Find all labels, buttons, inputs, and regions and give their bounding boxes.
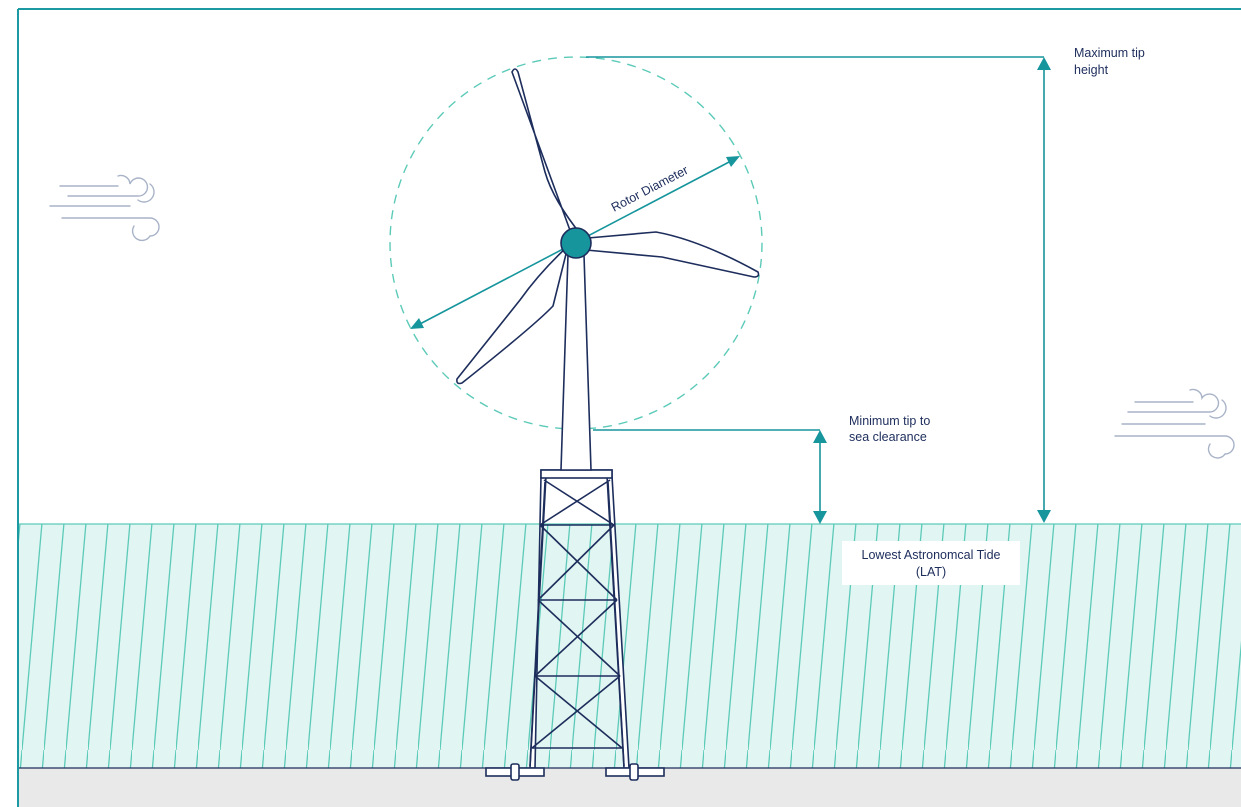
turbine-hub — [560, 227, 592, 259]
turbine-tower — [560, 254, 592, 471]
sea-hatching — [18, 524, 1241, 768]
turbine-blades — [456, 68, 760, 385]
max-tip-label-line2: height — [1074, 63, 1109, 77]
wind-gust-icon-left — [49, 174, 160, 242]
min-tip-clearance-arrow — [813, 430, 827, 524]
blade-top — [511, 68, 583, 237]
min-tip-label-line1: Minimum tip to — [849, 414, 930, 428]
max-tip-label-line1: Maximum tip — [1074, 46, 1145, 60]
blade-lower-left — [456, 245, 569, 385]
lat-label-line1: Lowest Astronomcal Tide — [862, 548, 1001, 562]
min-tip-label-line2: sea clearance — [849, 430, 927, 444]
blade-right — [585, 231, 760, 278]
wind-gust-icon-right — [1114, 388, 1235, 459]
jacket-foundation — [485, 469, 665, 781]
lat-label-box — [842, 541, 1020, 585]
lat-label-line2: (LAT) — [916, 565, 946, 579]
max-tip-height-arrow — [1037, 57, 1051, 523]
